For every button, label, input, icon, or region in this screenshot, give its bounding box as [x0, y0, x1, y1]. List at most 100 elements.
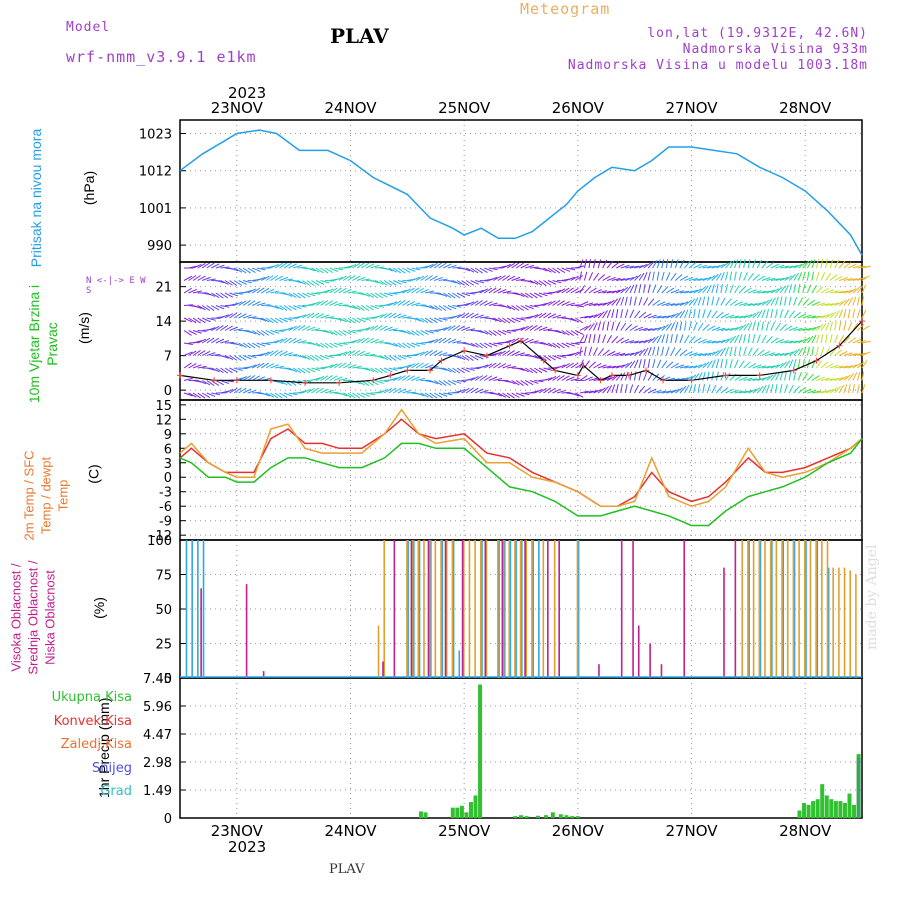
wind-arrow: [197, 262, 206, 269]
wind-arrow: [847, 297, 854, 306]
wind-arrow: [433, 380, 443, 386]
wind-arrow: [484, 330, 493, 336]
wind-arrow: [397, 388, 407, 394]
wind-arrow: [192, 340, 202, 344]
wind-arrow: [720, 284, 723, 294]
wind-arrow: [493, 362, 502, 369]
wind-arrow: [706, 284, 712, 294]
wind-arrow: [393, 300, 402, 306]
wind-arrow: [443, 367, 452, 373]
wind-arrow: [543, 301, 552, 306]
cloud-low-bar: [547, 540, 549, 678]
panel-frame: [179, 119, 863, 263]
wind-arrow: [497, 350, 506, 356]
wind-arrow: [606, 350, 616, 356]
wind-arrow: [775, 309, 778, 319]
wind-arrow: [352, 317, 361, 324]
wind-arrow: [506, 338, 516, 344]
wind-arrow: [815, 259, 819, 269]
precip-rain-bar: [519, 815, 523, 818]
cloud-mid-bar: [553, 540, 556, 678]
wind-arrow: [343, 288, 352, 294]
wind-arrow: [520, 325, 529, 331]
wind-arrow: [556, 364, 566, 369]
wind-arrow: [797, 262, 806, 269]
wind-arrow: [684, 321, 687, 331]
wind-arrow: [452, 280, 461, 285]
wind-arrow: [333, 276, 343, 281]
wind-arrow: [575, 317, 584, 324]
wind-arrow: [788, 310, 796, 319]
cloud-mid-bar: [406, 540, 408, 678]
cloud-low-bar: [410, 540, 413, 678]
wind-arrow: [661, 334, 665, 344]
wind-arrow: [843, 277, 853, 281]
wind-arrow: [525, 280, 535, 284]
wind-arrow: [297, 266, 307, 269]
wind-arrow: [784, 309, 789, 319]
wind-arrow: [279, 350, 288, 356]
wind-arrow: [820, 389, 830, 394]
wind-arrow: [474, 388, 484, 394]
wind-arrow: [520, 354, 530, 356]
wind-arrow: [292, 338, 302, 344]
wind-arrow: [766, 374, 774, 381]
wind-arrow: [806, 335, 814, 344]
wind-arrow: [747, 334, 751, 344]
wind-arrow: [852, 277, 862, 281]
wind-arrow: [206, 367, 216, 371]
wind-arrow: [861, 351, 871, 356]
wind-arrow: [665, 361, 674, 369]
wind-arrow: [302, 380, 312, 383]
wind-arrow: [820, 272, 826, 281]
wind-arrow: [802, 314, 812, 319]
wind-arrow: [429, 305, 438, 311]
wind-arrow: [329, 301, 338, 306]
precip-rain-bar: [478, 684, 483, 818]
wind-arrow: [511, 392, 520, 398]
wind-arrow: [602, 365, 612, 369]
cloud-high-bar: [759, 540, 762, 678]
wind-arrow: [297, 280, 307, 285]
wind-arrow: [748, 378, 758, 381]
wind-arrow: [320, 355, 329, 360]
wind-arrow: [752, 274, 760, 281]
wind-arrow: [229, 387, 238, 394]
wind-arrow: [433, 392, 443, 398]
wind-arrow: [743, 259, 746, 269]
wind-arrow: [697, 338, 707, 344]
wind-arrow: [834, 334, 839, 344]
wind-arrow: [638, 385, 646, 394]
cloud-low-bar: [649, 643, 651, 678]
wind-arrow: [456, 367, 465, 374]
wind-arrow: [575, 305, 585, 308]
wind-arrow: [283, 352, 293, 356]
wind-arrow: [752, 259, 756, 269]
wind-arrow: [570, 362, 579, 369]
wind-arrow: [638, 327, 648, 331]
wind-arrow: [688, 277, 698, 281]
wind-arrow: [238, 355, 247, 361]
wind-arrow: [757, 377, 767, 381]
wind-arrow: [720, 313, 730, 319]
y-tick-label: 0: [164, 812, 172, 827]
wind-arrow: [543, 387, 552, 394]
wind-arrow: [616, 364, 625, 369]
wind-arrow: [279, 337, 288, 344]
wind-arrow: [402, 375, 411, 381]
wind-arrow: [525, 380, 534, 386]
gust-marker: [608, 372, 615, 379]
wind-arrow: [825, 312, 834, 319]
wind-arrow: [429, 262, 438, 269]
y-tick-label: 12: [155, 413, 172, 428]
wind-arrow: [652, 299, 661, 306]
wind-arrow: [547, 355, 556, 361]
wind-arrow: [670, 388, 680, 394]
wind-arrow: [743, 322, 750, 331]
wind-arrow: [652, 259, 658, 269]
wind-arrow: [397, 375, 406, 381]
wind-arrow: [602, 385, 610, 394]
wind-arrow: [779, 296, 783, 306]
y-tick-label: 7: [164, 350, 172, 365]
wind-arrow: [388, 367, 398, 371]
